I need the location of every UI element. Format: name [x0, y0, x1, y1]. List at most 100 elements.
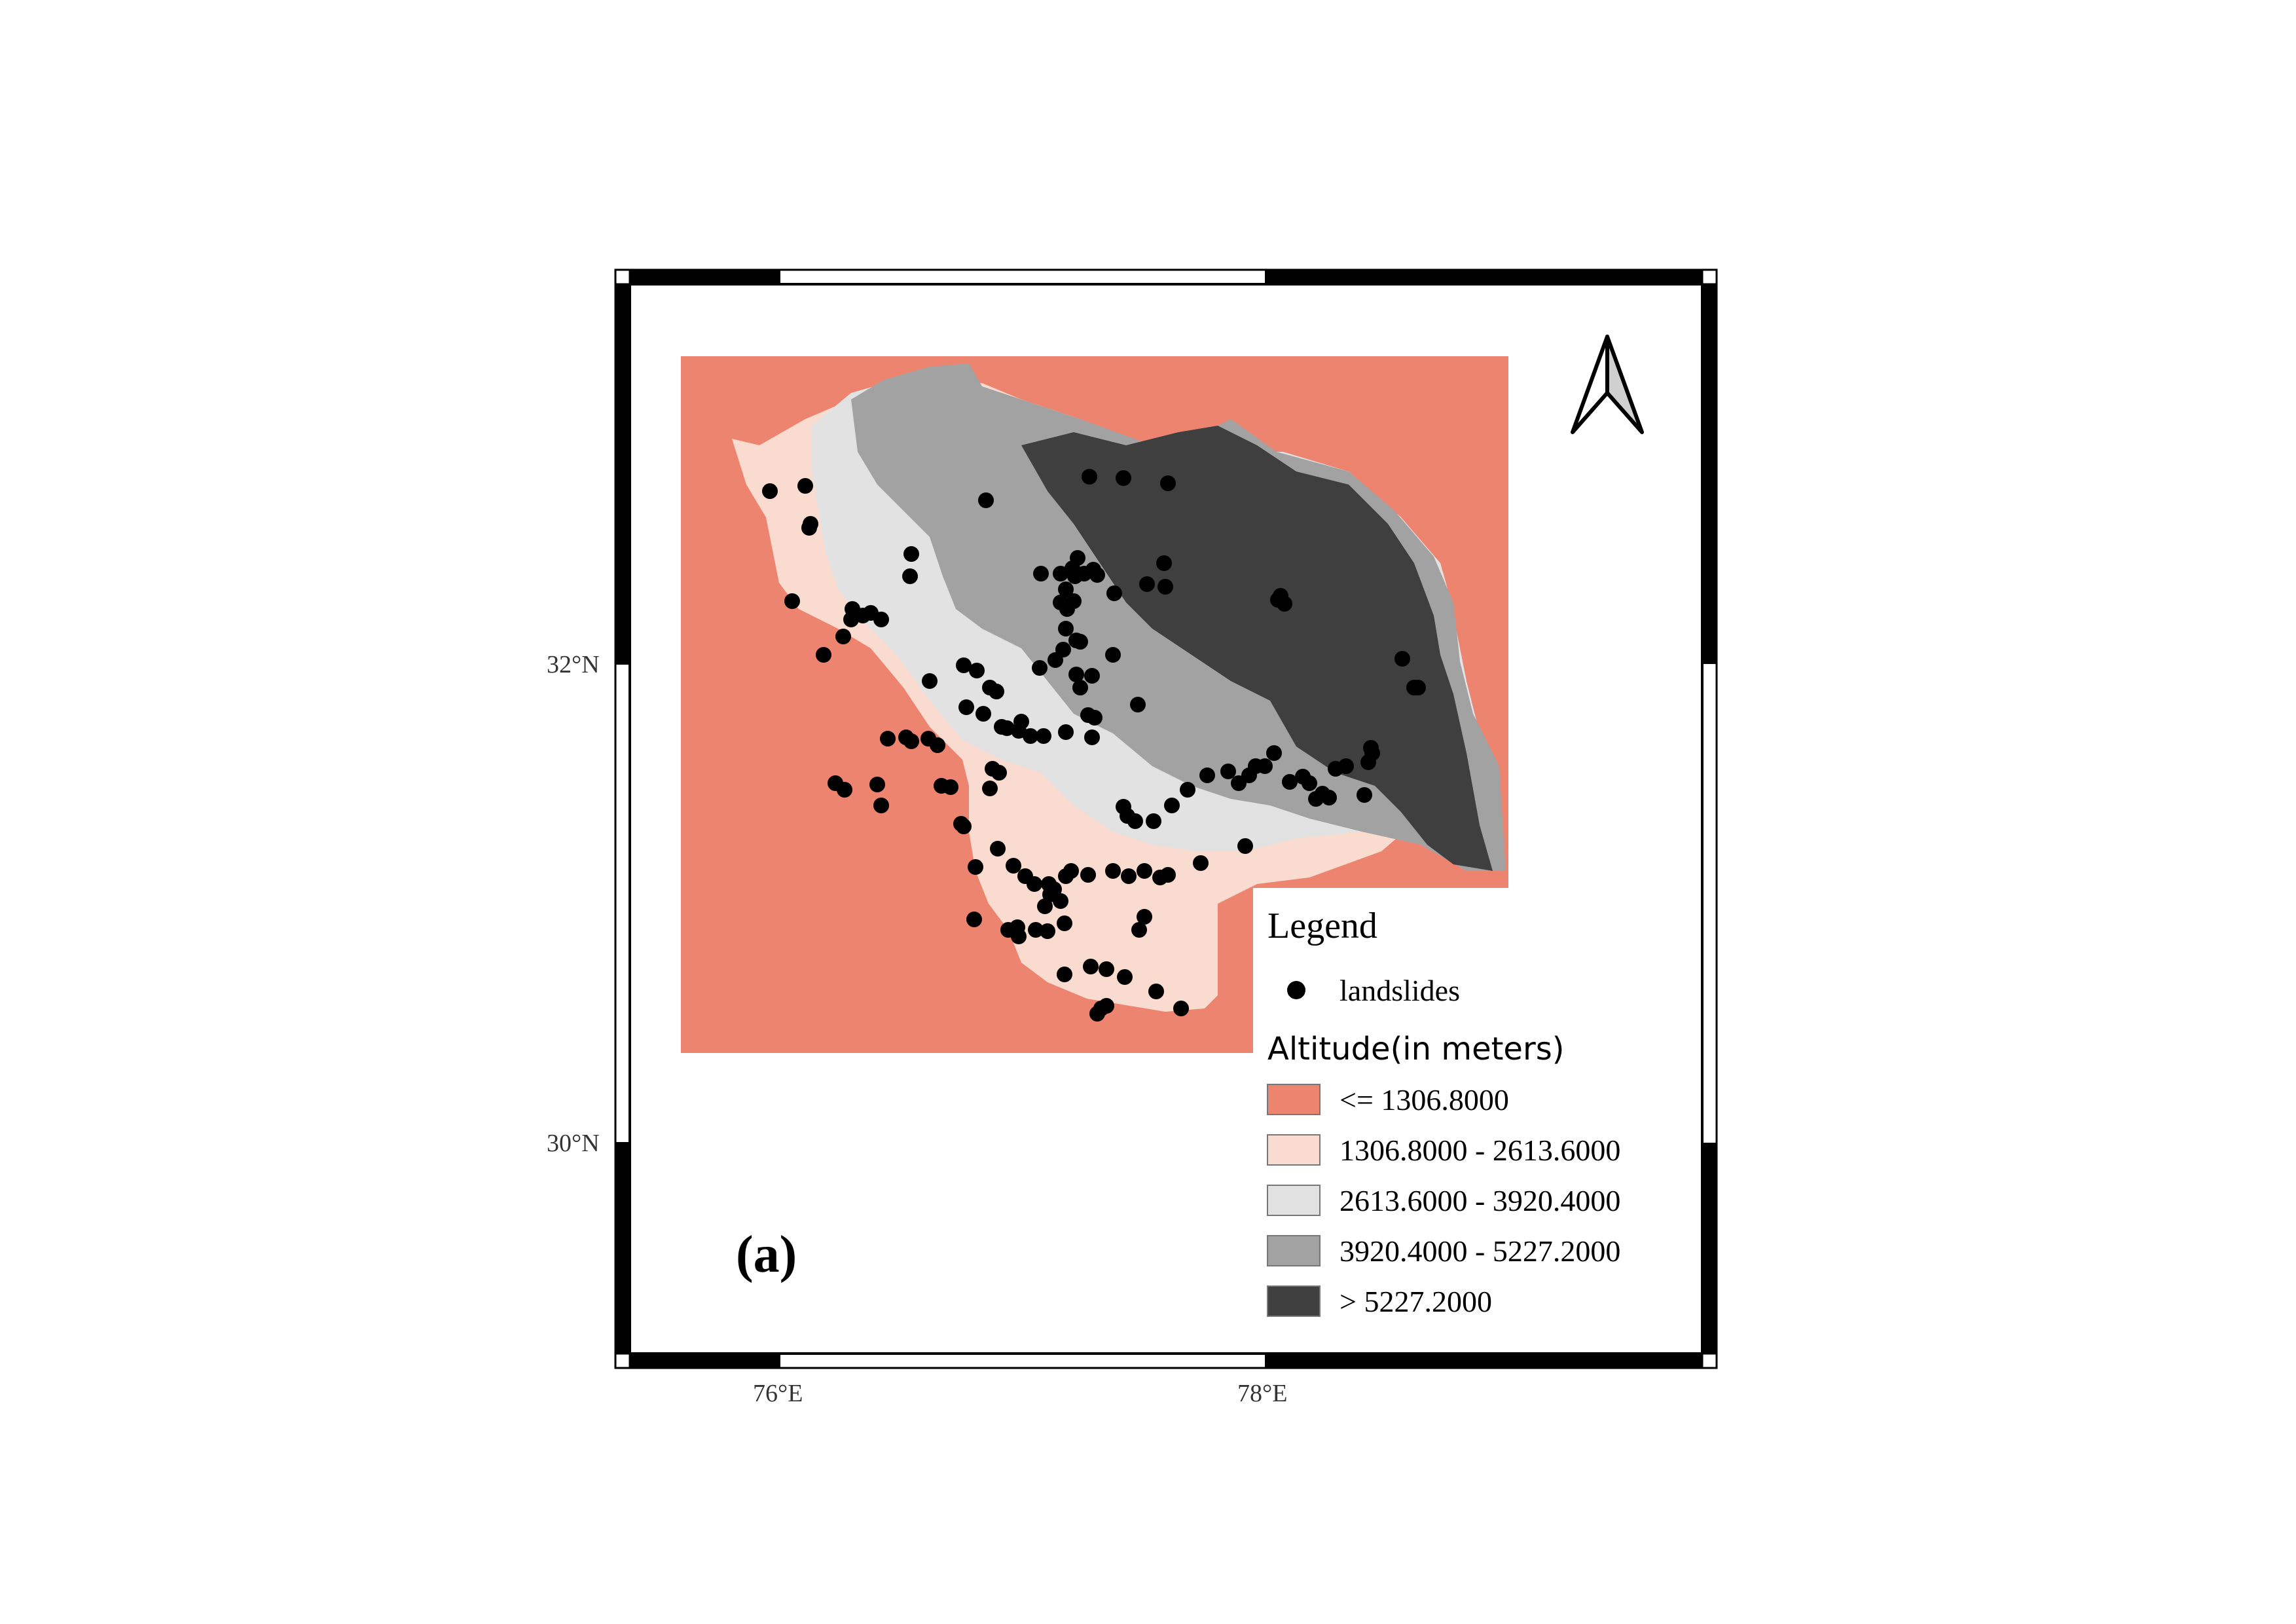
landslide-point — [1137, 863, 1152, 879]
landslide-point — [903, 546, 919, 562]
landslide-point — [990, 841, 1006, 857]
legend: Legend landslides Altitude(in meters) <=… — [1253, 888, 1658, 1320]
landslide-point — [1117, 969, 1133, 985]
landslide-point — [1082, 469, 1097, 485]
landslide-point — [966, 912, 982, 927]
landslide-point — [1130, 697, 1146, 712]
landslide-point — [1302, 775, 1317, 791]
landslide-point — [873, 798, 889, 813]
landslide-point — [835, 629, 851, 644]
landslide-points — [762, 469, 1426, 1022]
landslide-point — [1027, 876, 1042, 892]
legend-title: Legend — [1267, 906, 1377, 946]
legend-class-label: 2613.6000 - 3920.4000 — [1339, 1184, 1620, 1217]
landslide-point — [1089, 567, 1105, 583]
landslide-point — [1394, 651, 1410, 667]
altitude-raster — [681, 356, 1508, 1053]
landslide-point — [1105, 863, 1121, 879]
landslide-point — [1105, 647, 1121, 663]
legend-swatch — [1267, 1084, 1321, 1115]
landslide-point — [943, 779, 958, 795]
landslide-point — [1160, 475, 1176, 491]
legend-class-label: <= 1306.8000 — [1339, 1083, 1509, 1116]
landslide-point — [797, 478, 813, 494]
lon-tick-78: 78°E — [1237, 1380, 1287, 1407]
landslide-point — [1139, 576, 1155, 592]
landslide-point — [1057, 915, 1072, 931]
landslide-point — [1072, 680, 1088, 695]
landslide-point — [784, 593, 800, 609]
landslide-point — [930, 737, 945, 753]
landslide-point — [1106, 585, 1122, 601]
landslide-point — [1321, 790, 1337, 805]
landslide-point — [968, 859, 983, 875]
axis-ticks: 32°N 30°N 76°E 78°E — [547, 651, 1287, 1407]
landslide-point — [1023, 728, 1038, 744]
landslide-point — [1116, 799, 1131, 815]
legend-swatch — [1267, 1285, 1321, 1317]
lat-tick-30: 30°N — [547, 1130, 600, 1157]
landslide-point — [1068, 667, 1084, 682]
landslide-point — [978, 492, 994, 508]
landslide-point — [1053, 566, 1068, 581]
landslide-point — [1066, 593, 1082, 609]
landslide-point — [1157, 579, 1173, 595]
landslide-point — [969, 663, 985, 678]
landslide-point — [1121, 868, 1137, 884]
landslide-point — [1083, 959, 1099, 974]
legend-classes: <= 1306.8000 1306.8000 - 2613.6000 2613.60… — [1267, 1083, 1620, 1318]
landslide-point — [1308, 791, 1324, 807]
landslide-point — [1199, 767, 1215, 783]
landslide-point — [1273, 588, 1288, 604]
landslide-point — [1357, 787, 1372, 803]
landslide-point — [902, 568, 918, 584]
landslide-point — [1146, 813, 1161, 829]
landslide-point — [1028, 922, 1044, 938]
landslide-point — [1065, 561, 1080, 576]
landslide-point — [880, 731, 896, 747]
landslide-point — [1053, 893, 1068, 909]
landslide-point — [1180, 782, 1195, 798]
landslide-point — [1058, 581, 1074, 597]
landslide-point — [1093, 1001, 1109, 1016]
landslide-point — [1058, 621, 1074, 637]
landslide-point — [1037, 898, 1053, 914]
landslide-point — [1406, 680, 1422, 695]
landslide-point — [1084, 668, 1100, 684]
panel-label: (a) — [736, 1226, 797, 1283]
legend-class-label: > 5227.2000 — [1339, 1285, 1492, 1318]
landslide-point — [869, 777, 885, 792]
landslide-point — [1116, 470, 1131, 486]
landslide-point — [975, 706, 991, 722]
landslide-point — [816, 647, 831, 663]
landslide-point — [991, 765, 1007, 781]
landslide-point — [1160, 867, 1176, 883]
north-arrow-icon — [1571, 335, 1644, 434]
landslide-point — [999, 720, 1015, 736]
legend-swatch — [1267, 1134, 1321, 1166]
landslide-point — [801, 520, 817, 536]
lat-tick-32: 32°N — [547, 651, 600, 678]
lon-tick-76: 76°E — [753, 1380, 803, 1407]
legend-swatch — [1267, 1185, 1321, 1216]
landslide-point — [1084, 729, 1100, 745]
landslide-point — [956, 657, 972, 673]
legend-landslides-label: landslides — [1339, 974, 1460, 1007]
legend-swatch — [1267, 1235, 1321, 1266]
landslide-point — [1058, 724, 1074, 740]
landslide-point — [989, 684, 1004, 699]
landslide-point — [762, 483, 778, 499]
landslide-point — [1282, 774, 1298, 790]
landslide-point — [1173, 1001, 1189, 1016]
landslide-point — [873, 612, 889, 627]
landslide-point — [1072, 634, 1088, 650]
landslide-point — [1053, 595, 1068, 610]
legend-class-label: 3920.4000 - 5227.2000 — [1339, 1234, 1620, 1268]
landslide-point — [1036, 728, 1051, 744]
landslide-point — [1164, 798, 1180, 813]
landslide-point — [1055, 642, 1071, 657]
legend-altitude-title: Altitude(in meters) — [1267, 1031, 1564, 1067]
landslide-point — [1338, 758, 1354, 774]
landslide-point — [1063, 863, 1079, 879]
